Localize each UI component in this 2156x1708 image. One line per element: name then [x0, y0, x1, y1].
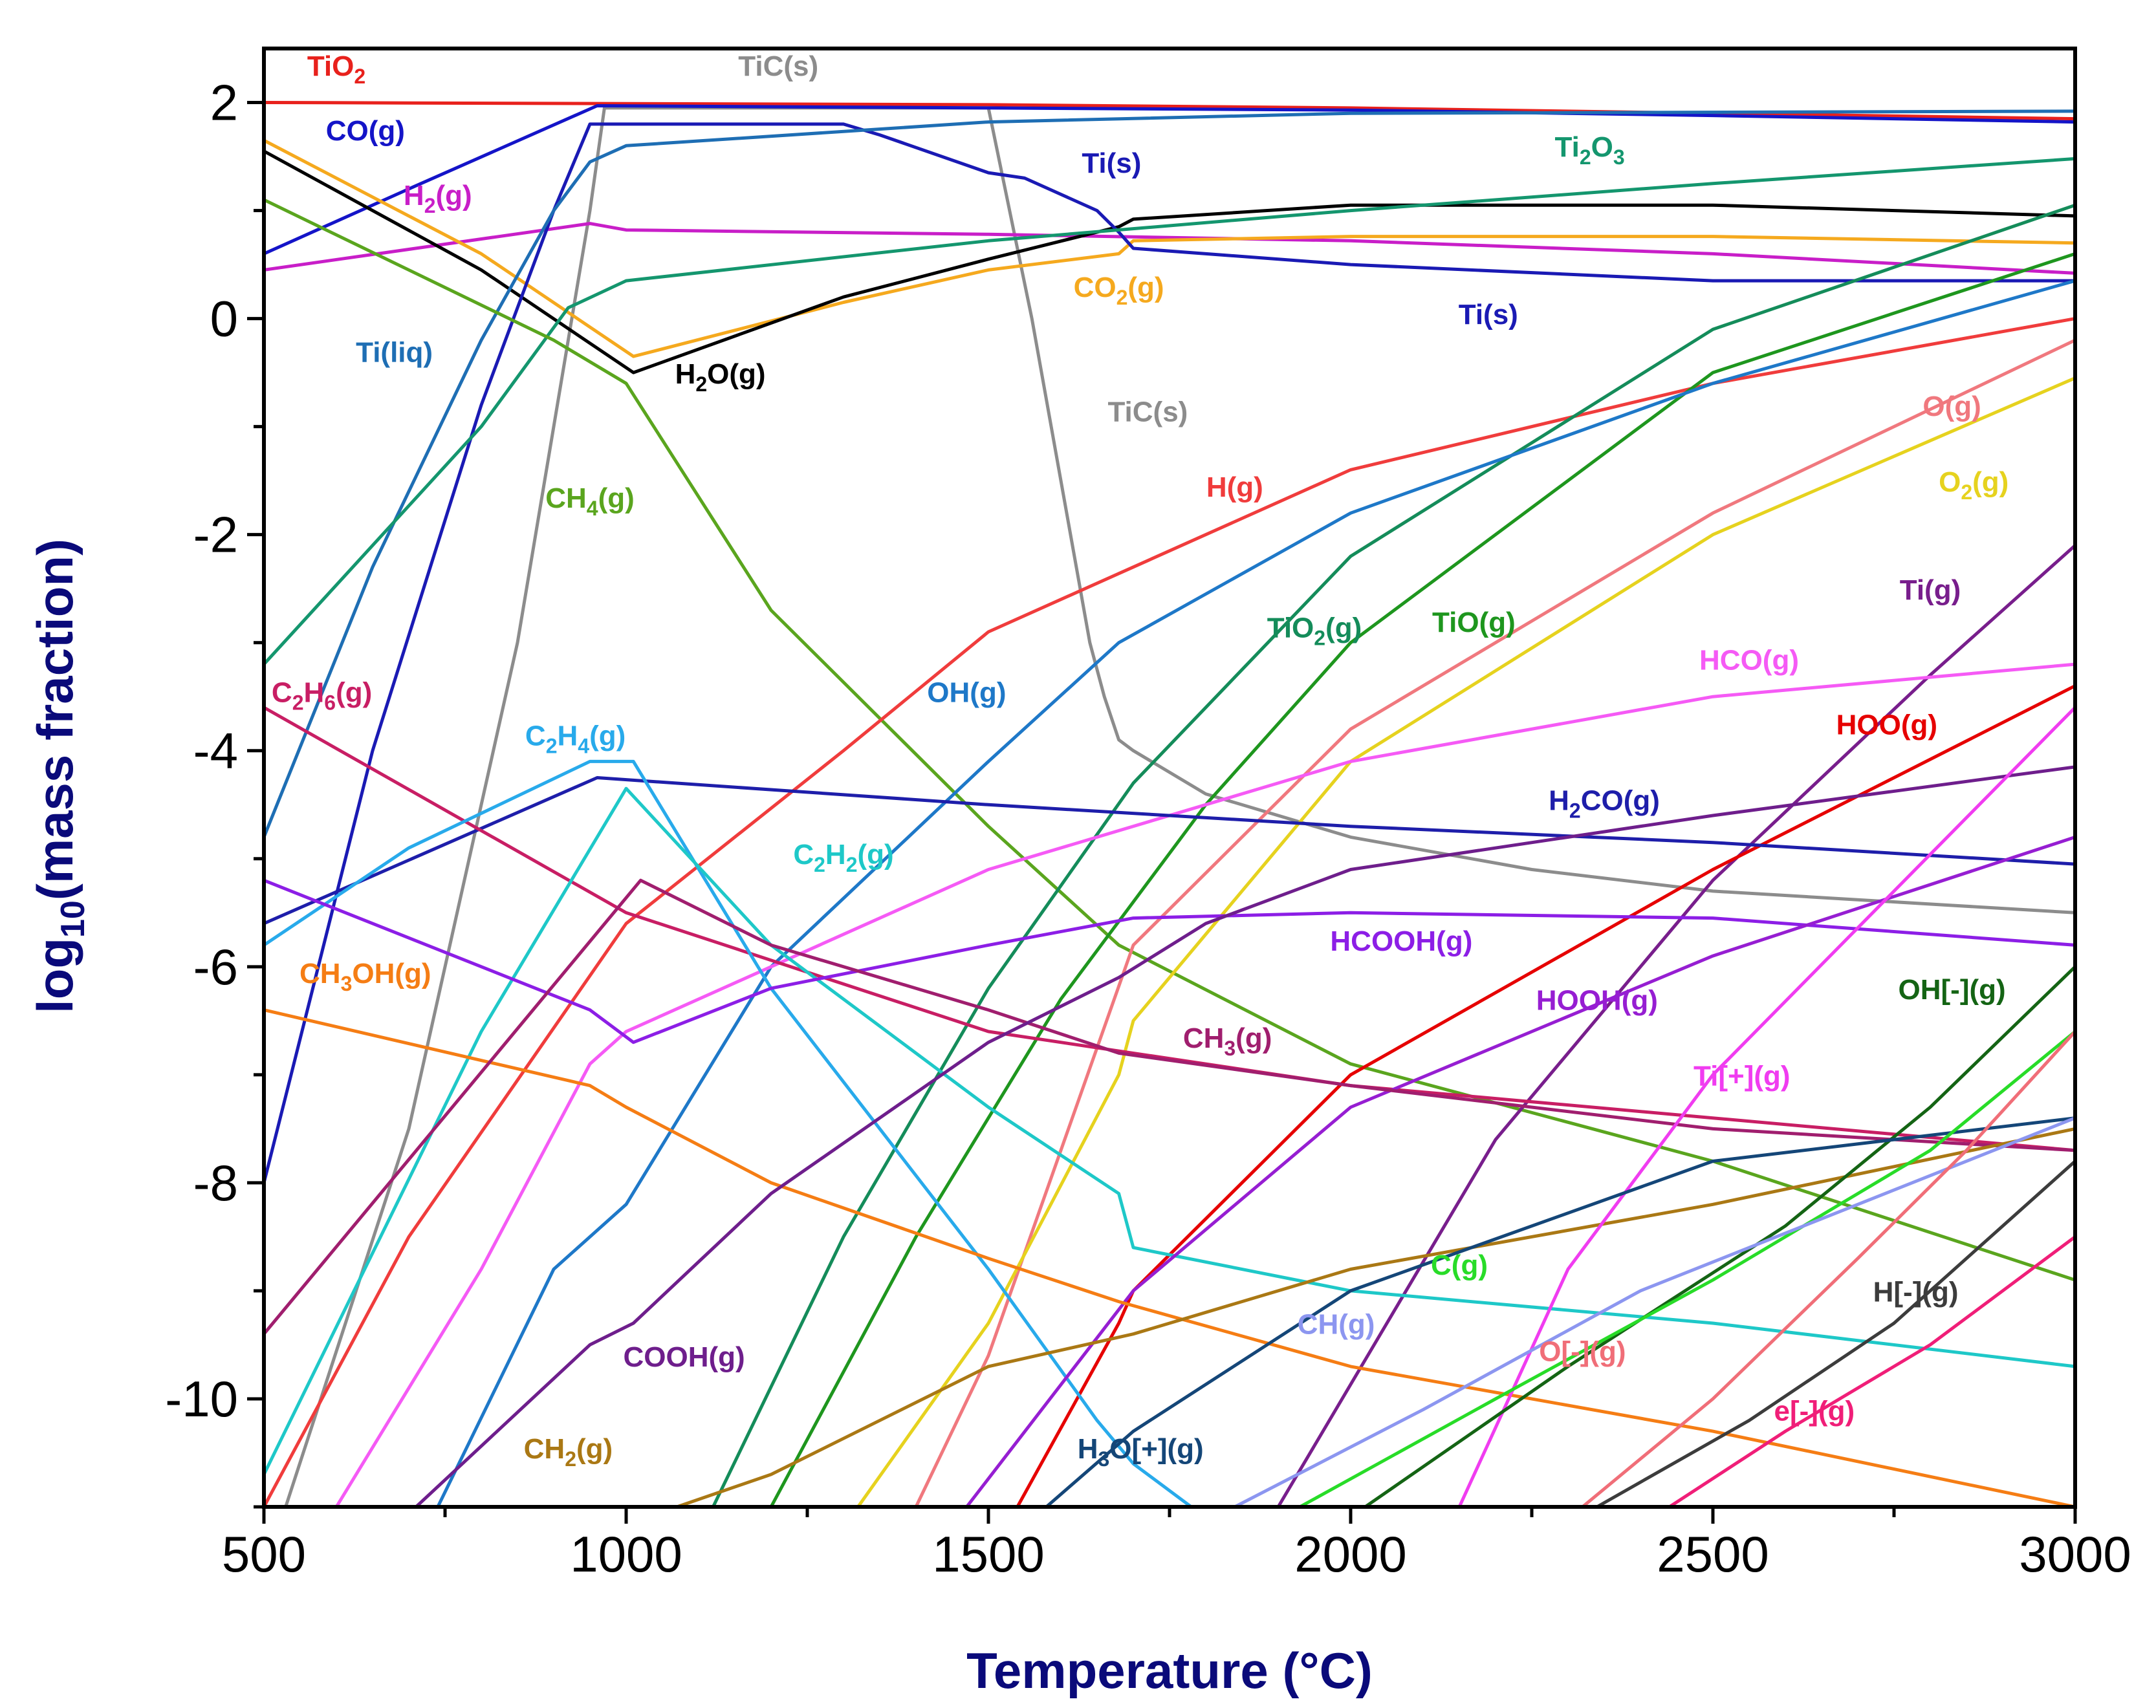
series-label: TiO2(g)	[1267, 612, 1362, 649]
x-tick-label: 500	[222, 1526, 306, 1583]
series-label: CO2(g)	[1074, 272, 1164, 309]
series-line	[675, 1127, 2075, 1507]
y-axis-title: log10(mass fraction)	[27, 539, 92, 1013]
series-line	[264, 222, 2075, 275]
series-line	[264, 706, 2075, 1152]
series-label: CH4(g)	[545, 482, 635, 520]
series-line	[964, 835, 2075, 1507]
series-line	[264, 878, 2075, 1044]
series-line	[711, 203, 2075, 1507]
series-label: TiC(s)	[1107, 396, 1188, 427]
series-line	[414, 765, 2075, 1507]
series-label: H2(g)	[404, 180, 472, 217]
series-line	[1363, 965, 2075, 1507]
series-line	[436, 279, 2075, 1507]
series-label: e[-](g)	[1774, 1395, 1855, 1427]
series-line	[264, 198, 2075, 1282]
series-line	[334, 662, 2075, 1507]
series-line	[1580, 1030, 2075, 1507]
y-tick-label: 2	[210, 74, 238, 131]
series-label: CH(g)	[1298, 1309, 1375, 1341]
series-label: C2H2(g)	[793, 839, 893, 876]
series-line	[284, 106, 2075, 1507]
series-label: C2H4(g)	[525, 720, 626, 757]
y-axis-title-tail: (mass fraction)	[27, 539, 83, 900]
series-label: H(g)	[1206, 471, 1263, 503]
series-label: Ti(liq)	[356, 336, 433, 368]
axis-layer: 500 1000 1500 2000 2500 3000 2 0 -2 -4 -6 -8 -10	[165, 74, 2131, 1583]
series-line	[264, 157, 2075, 666]
series-label: C(g)	[1431, 1249, 1488, 1281]
series-label: HCO(g)	[1699, 644, 1799, 676]
y-tick-label: -6	[193, 938, 238, 995]
series-line	[1045, 1116, 2075, 1507]
series-label: TiC(s)	[738, 50, 818, 82]
series-label: OH[-](g)	[1899, 974, 2006, 1006]
y-tick-label: 0	[210, 290, 238, 347]
series-label: OH(g)	[927, 677, 1006, 709]
series-label: C2H6(g)	[272, 677, 372, 715]
series-label: CH2(g)	[524, 1433, 613, 1471]
y-axis-title-subscript: 10	[54, 900, 92, 938]
series-label: H2CO(g)	[1549, 785, 1660, 823]
x-tick-label: 1000	[570, 1526, 682, 1583]
x-tick-label: 3000	[2019, 1526, 2131, 1583]
series-layer	[264, 101, 2075, 1507]
x-axis-title: Temperature (°C)	[966, 1642, 1373, 1699]
series-label: TiO(g)	[1432, 607, 1516, 638]
series-label: HOOH(g)	[1536, 985, 1658, 1017]
series-line	[1298, 1030, 2075, 1507]
series-line	[264, 776, 2075, 925]
series-label: HCOOH(g)	[1330, 925, 1472, 957]
series-line	[264, 1008, 2075, 1507]
series-line	[264, 878, 2075, 1336]
y-tick-label: -2	[193, 506, 238, 563]
series-label: Ti2O3	[1555, 131, 1625, 169]
series-label-layer: TiO2 TiC(s) CO(g) H2(g) Ti(s) Ti2O3 CO2(g) Ti(s…	[272, 50, 2009, 1471]
series-label: Ti(s)	[1459, 299, 1518, 330]
series-label: O2(g)	[1939, 466, 2009, 504]
series-line	[856, 376, 2075, 1507]
series-line	[264, 138, 2075, 358]
series-label: Ti[+](g)	[1693, 1061, 1791, 1092]
series-line	[264, 317, 2075, 1507]
series-line	[1016, 684, 2075, 1507]
series-label: TiO2	[307, 50, 365, 88]
series-label: O(g)	[1922, 391, 1981, 422]
series-label: Ti(s)	[1082, 147, 1141, 179]
series-line	[1233, 1116, 2075, 1507]
series-line	[1276, 543, 2075, 1507]
x-tick-label: 1500	[932, 1526, 1045, 1583]
series-label: CH3OH(g)	[299, 958, 431, 995]
series-label: CH3(g)	[1183, 1022, 1272, 1060]
series-label: H2O(g)	[675, 358, 766, 396]
series-line	[914, 338, 2075, 1507]
series-label: Ti(g)	[1900, 574, 1961, 606]
series-line	[264, 122, 2075, 1185]
series-line	[264, 101, 2075, 121]
x-tick-label: 2000	[1294, 1526, 1407, 1583]
x-tick-label: 2500	[1657, 1526, 1769, 1583]
y-tick-label: -10	[165, 1370, 238, 1427]
y-tick-label: -8	[193, 1154, 238, 1211]
series-line	[264, 786, 2075, 1476]
series-line	[264, 104, 2075, 255]
series-line	[1668, 1235, 2075, 1507]
series-label: H[-](g)	[1873, 1277, 1959, 1308]
y-axis-title-base: log	[27, 938, 83, 1013]
series-label: O[-](g)	[1539, 1336, 1626, 1368]
series-label: HOO(g)	[1836, 709, 1937, 741]
series-line	[264, 109, 2075, 839]
series-label: COOH(g)	[624, 1341, 745, 1373]
series-line	[1595, 1160, 2075, 1507]
y-tick-label: -4	[193, 722, 238, 779]
series-label: CO(g)	[326, 115, 405, 147]
series-label: H3O[+](g)	[1078, 1433, 1204, 1471]
